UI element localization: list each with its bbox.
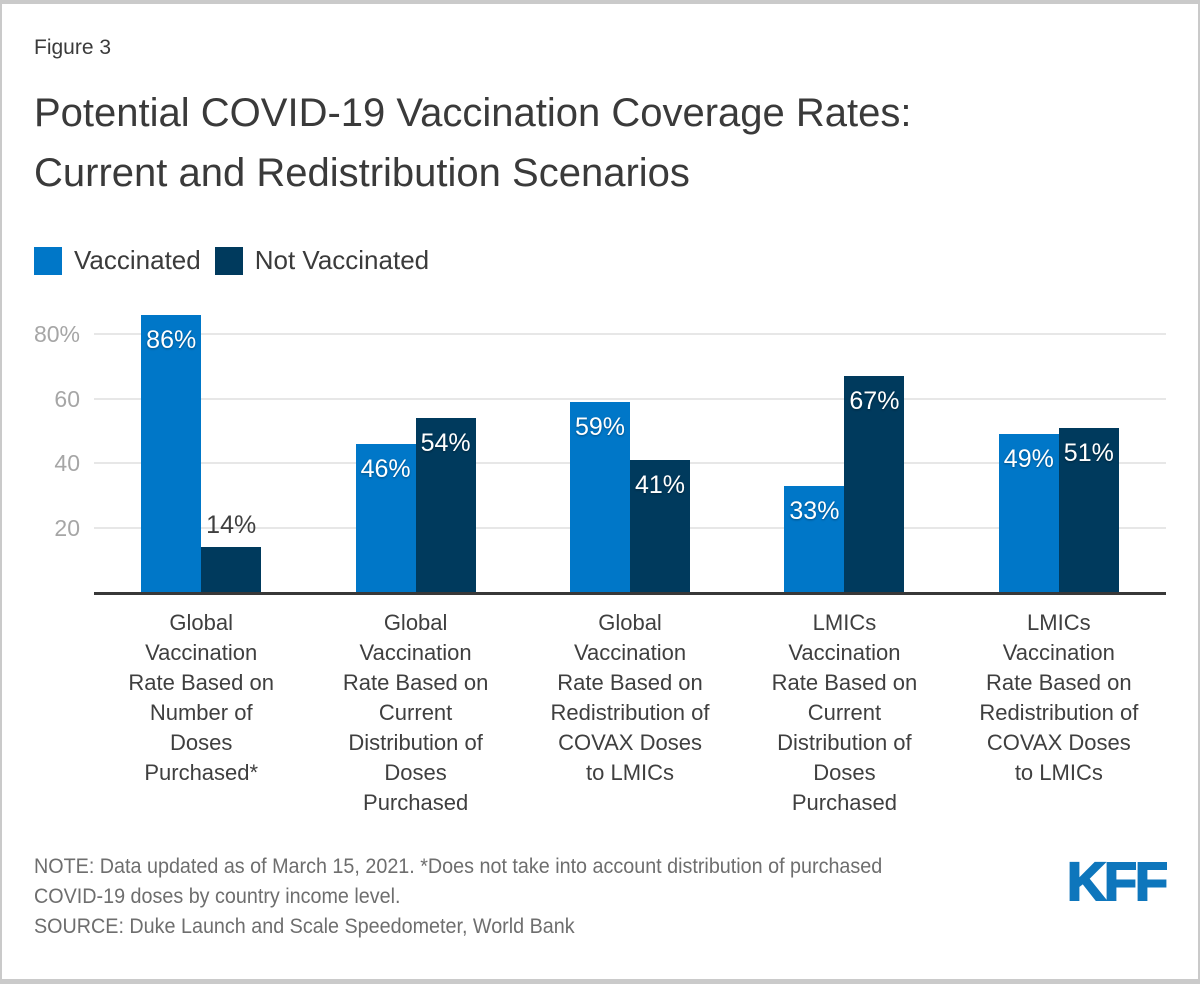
legend-label-not-vaccinated: Not Vaccinated: [254, 245, 430, 275]
kff-logo: KFF: [1066, 852, 1169, 912]
gridline-60: [94, 397, 1166, 400]
bar-vaccinated-group-3: 59%: [570, 401, 631, 592]
bar-not-vaccinated-group-4: 67%: [844, 375, 905, 592]
bar-group-3: 59% 41%: [523, 297, 737, 592]
bar-not-vaccinated-group-2: 54%: [415, 417, 476, 592]
figure-footer: NOTE: Data updated as of March 15, 2021.…: [34, 852, 1169, 942]
value-label: 46%: [360, 454, 411, 483]
category-label-2: Global Vaccination Rate Based on Current…: [342, 610, 489, 815]
bar-group-2: 46% 54%: [308, 297, 522, 592]
bar-vaccinated-group-4: 33%: [784, 485, 845, 592]
bar-group-1: 86% 14%: [94, 297, 308, 592]
bar-group-4: 33% 67%: [737, 297, 951, 592]
category-label-3: Global Vaccination Rate Based on Redistr…: [550, 610, 710, 785]
vaccinated-swatch-icon: [34, 246, 62, 275]
category-label-1: Global Vaccination Rate Based on Number …: [128, 610, 274, 785]
gridline-80: [94, 333, 1166, 335]
value-label: 86%: [146, 325, 197, 354]
value-label: 49%: [1003, 444, 1054, 473]
value-label: 14%: [206, 510, 257, 539]
value-label: 51%: [1063, 438, 1114, 467]
chart-legend: Vaccinated Not Vaccinated: [34, 245, 1166, 276]
bar-not-vaccinated-group-1: 14%: [201, 511, 262, 592]
y-tick-label-40: 40: [54, 450, 80, 476]
bar-vaccinated-group-5: 49%: [998, 433, 1059, 592]
figure-number-label: Figure 3: [34, 36, 112, 59]
bar-groups-container: 86% 14% 46% 54% 59% 41% 33% 67% 49% 51%: [94, 297, 1166, 592]
value-label: 67%: [849, 386, 900, 415]
value-label: 59%: [574, 412, 626, 441]
legend-label-vaccinated: Vaccinated: [74, 245, 201, 275]
bar-vaccinated-group-1: 86%: [141, 314, 202, 592]
y-tick-label-20: 20: [54, 514, 80, 541]
category-label-5: LMICs Vaccination Rate Based on Redistri…: [979, 610, 1139, 785]
value-label: 41%: [634, 470, 686, 499]
bar-not-vaccinated-group-5: 51%: [1058, 427, 1119, 592]
plot-area: 86% 14% 46% 54% 59% 41% 33% 67% 49% 51% 20 40 60 80%: [34, 297, 1166, 595]
legend-item-vaccinated: Vaccinated: [34, 245, 201, 276]
bar-vaccinated-group-2: 46%: [355, 443, 416, 592]
category-axis-labels: Global Vaccination Rate Based on Number …: [94, 608, 1166, 818]
bar-not-vaccinated-group-3: 41%: [630, 459, 691, 592]
legend-item-not-vaccinated: Not Vaccinated: [214, 245, 430, 276]
category-label-4: LMICs Vaccination Rate Based on Current …: [771, 610, 918, 815]
bar-group-5: 49% 51%: [952, 297, 1166, 592]
y-tick-label-80: 80%: [33, 321, 80, 347]
y-tick-label-60: 60: [54, 385, 80, 412]
note-and-source-text: NOTE: Data updated as of March 15, 2021.…: [34, 855, 883, 938]
value-label: 33%: [789, 496, 840, 525]
chart-title: Potential COVID-19 Vaccination Coverage …: [34, 91, 912, 195]
not-vaccinated-swatch-icon: [214, 246, 243, 275]
value-label: 54%: [420, 428, 471, 457]
